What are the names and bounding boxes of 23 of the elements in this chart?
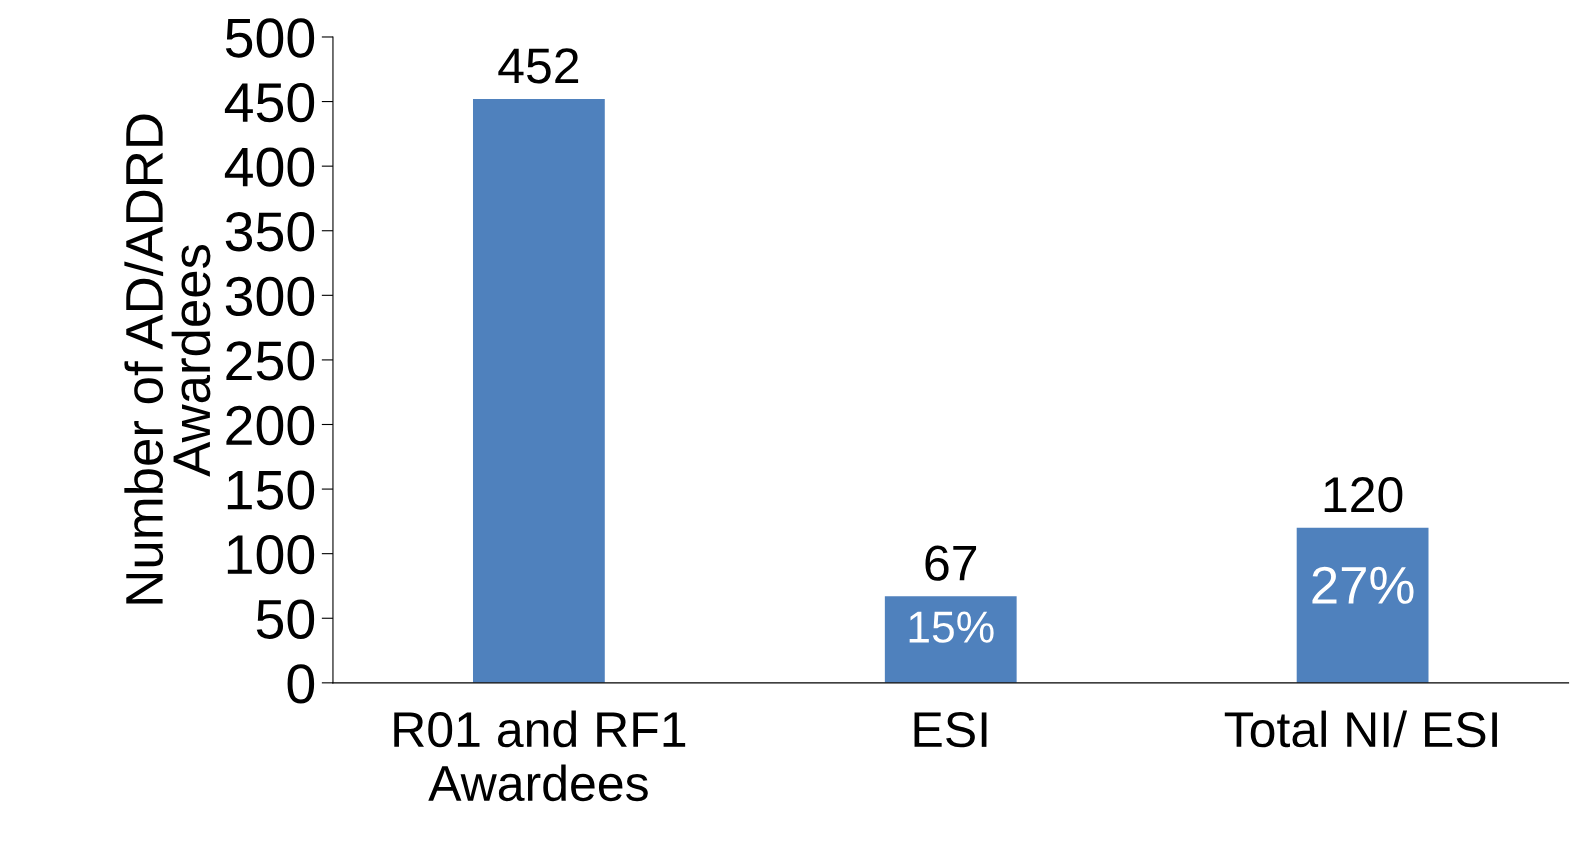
- y-tick-label: 400: [224, 147, 315, 187]
- data-label: 452: [498, 48, 579, 84]
- bar: [884, 596, 1017, 683]
- y-tick-label: 250: [226, 341, 315, 381]
- y-tick-label: 200: [226, 405, 315, 446]
- y-tick-label: 100: [227, 535, 315, 575]
- x-tick-label: ESI: [914, 711, 987, 748]
- bar: [472, 98, 605, 683]
- y-axis-title: Number of AD/ADRD Awardees: [124, 114, 211, 604]
- data-label: 120: [1324, 476, 1403, 513]
- bar: [1296, 527, 1429, 683]
- y-tick-label: 450: [224, 82, 315, 123]
- y-tick-label: 500: [225, 18, 315, 58]
- y-tick-label: 350: [225, 212, 315, 252]
- annotation: 15%: [909, 611, 994, 643]
- x-tick-label: Total NI/ ESI: [1224, 710, 1497, 748]
- y-tick-label: 50: [256, 599, 315, 639]
- data-label: 67: [925, 545, 977, 581]
- annotation: 27%: [1312, 566, 1414, 604]
- y-tick-label: 150: [227, 470, 315, 510]
- x-tick-label: R01 and RF1 Awardees: [394, 710, 686, 802]
- y-tick-label: 300: [225, 276, 315, 316]
- y-tick-label: 0: [287, 664, 315, 704]
